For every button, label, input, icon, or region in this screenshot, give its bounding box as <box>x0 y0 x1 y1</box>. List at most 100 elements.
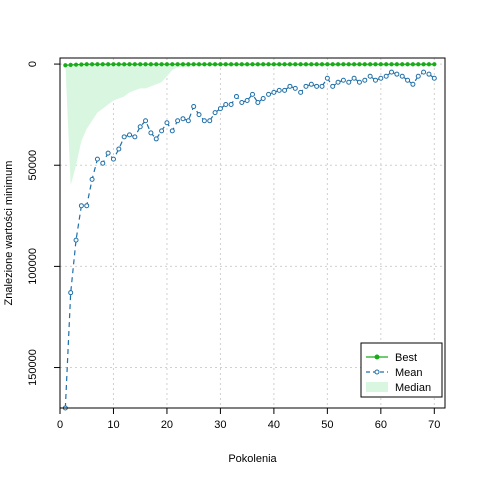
data-point-mean <box>73 237 79 243</box>
data-point-best <box>63 63 68 68</box>
data-point-mean <box>239 100 245 106</box>
data-point-mean <box>244 97 250 103</box>
data-point-best <box>373 62 378 67</box>
data-point-best <box>421 62 426 67</box>
x-tick-label: 70 <box>428 419 440 431</box>
data-point-best <box>132 62 137 67</box>
data-point-mean <box>110 156 116 162</box>
median-band <box>65 64 435 186</box>
data-point-best <box>234 62 239 67</box>
data-point-mean <box>362 77 368 83</box>
data-point-mean <box>105 150 111 156</box>
legend-label-best: Best <box>395 352 417 364</box>
data-point-mean <box>372 77 378 83</box>
data-point-mean <box>314 83 320 89</box>
data-point-best <box>180 62 186 67</box>
data-point-best <box>175 62 180 67</box>
data-point-mean <box>282 87 288 93</box>
data-point-mean <box>319 83 325 89</box>
data-point-mean <box>346 79 352 85</box>
data-point-best <box>95 62 100 67</box>
data-point-mean <box>132 134 138 140</box>
data-point-best <box>245 62 250 67</box>
legend-marker-best <box>374 354 380 360</box>
data-point-best <box>79 62 84 67</box>
y-tick-label: 50000 <box>27 150 39 181</box>
legend-marker-mean <box>374 369 380 375</box>
data-point-mean <box>228 102 234 108</box>
data-point-best <box>335 62 341 67</box>
legend-label-mean: Mean <box>395 367 423 379</box>
data-point-mean <box>351 75 357 81</box>
data-point-best <box>432 62 437 67</box>
data-point-mean <box>399 73 405 79</box>
data-point-mean <box>394 71 400 77</box>
data-point-best <box>239 62 244 67</box>
median-band-area <box>65 64 435 186</box>
data-point-best <box>73 62 79 67</box>
data-point-best <box>207 62 212 67</box>
data-point-mean <box>180 116 186 122</box>
data-point-best <box>389 62 394 67</box>
data-point-mean <box>78 203 84 209</box>
data-point-best <box>170 62 175 67</box>
data-point-mean <box>191 104 197 110</box>
data-point-mean <box>121 134 127 140</box>
data-point-mean <box>84 203 90 209</box>
data-point-mean <box>367 73 373 79</box>
x-tick-label: 60 <box>375 419 387 431</box>
data-point-best <box>250 62 255 67</box>
data-point-mean <box>276 87 282 93</box>
data-point-mean <box>196 112 202 118</box>
data-point-best <box>346 62 351 67</box>
data-point-mean <box>116 146 122 152</box>
y-tick-label: 150000 <box>27 349 39 386</box>
data-point-best <box>277 62 282 67</box>
data-point-best <box>122 62 127 67</box>
data-point-mean <box>255 100 261 106</box>
data-point-best <box>325 62 330 67</box>
data-point-best <box>309 62 314 67</box>
data-point-mean <box>335 79 341 85</box>
data-point-best <box>303 62 309 67</box>
data-point-mean <box>143 118 149 124</box>
data-point-best <box>100 62 105 67</box>
data-point-best <box>218 62 223 67</box>
data-point-best <box>116 62 121 67</box>
data-point-mean <box>153 136 159 142</box>
data-point-mean <box>405 77 411 83</box>
data-point-mean <box>303 83 309 89</box>
axes: 0 10 20 30 40 50 60 70 0 50000 100000 150000 <box>27 61 440 431</box>
data-point-best <box>341 62 346 67</box>
data-point-mean <box>250 91 255 97</box>
data-point-best <box>362 62 367 67</box>
data-point-best <box>426 62 432 67</box>
data-point-best <box>106 62 111 67</box>
data-point-best <box>148 62 154 67</box>
data-point-best <box>143 62 148 67</box>
data-point-mean <box>94 156 100 162</box>
legend: Best Mean Median <box>360 342 443 398</box>
x-tick-label: 50 <box>321 419 333 431</box>
data-point-mean <box>271 89 277 95</box>
legend-swatch-median <box>366 382 388 392</box>
series-line-mean <box>64 71 435 409</box>
data-point-best <box>319 62 325 67</box>
data-point-mean <box>330 83 336 89</box>
data-point-best <box>191 62 196 67</box>
data-point-best <box>394 62 399 67</box>
data-point-best <box>298 62 303 67</box>
data-point-mean <box>308 81 314 87</box>
data-point-mean <box>426 71 432 77</box>
data-point-mean <box>207 118 213 124</box>
x-tick-label: 10 <box>107 419 119 431</box>
data-point-best <box>330 62 335 67</box>
data-point-mean <box>127 132 133 138</box>
y-tick-label: 0 <box>27 61 39 67</box>
data-point-mean <box>212 110 218 116</box>
data-point-best <box>410 62 416 67</box>
data-point-best <box>196 62 202 67</box>
data-point-best <box>255 62 260 67</box>
data-point-best <box>68 62 73 67</box>
